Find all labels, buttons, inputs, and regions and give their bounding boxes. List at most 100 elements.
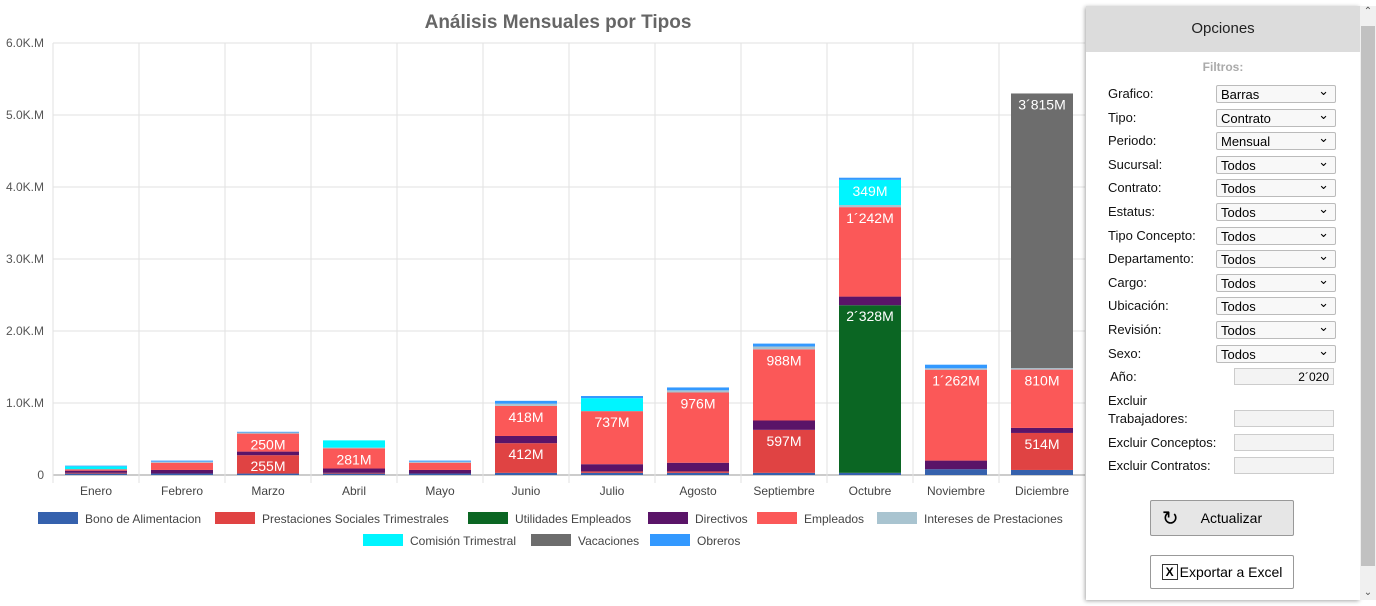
bar-segment xyxy=(581,398,643,412)
x-tick-label: Abril xyxy=(342,484,366,498)
filter-select[interactable]: Mensual xyxy=(1216,129,1336,151)
filter-label: Grafico: xyxy=(1108,86,1154,101)
x-tick-label: Junio xyxy=(512,484,541,498)
bar-segment xyxy=(753,346,815,350)
scroll-up-icon[interactable]: ⌃ xyxy=(1363,6,1373,17)
bar-segment xyxy=(667,392,729,463)
bar-segment xyxy=(495,403,557,406)
bar-segment xyxy=(495,405,557,436)
bar-segment xyxy=(65,470,127,473)
filter-label: Revisión: xyxy=(1108,322,1162,337)
bar-segment xyxy=(667,471,729,473)
bar-segment xyxy=(237,432,299,434)
bar-segment xyxy=(323,468,385,473)
y-tick-label: 2.0K.M xyxy=(6,324,44,338)
legend-swatch xyxy=(38,512,78,524)
filter-select[interactable]: Todos xyxy=(1216,247,1336,269)
y-tick-label: 1.0K.M xyxy=(6,396,44,410)
bar-segment xyxy=(237,473,299,475)
data-label: 2´328M xyxy=(846,308,893,324)
bar-segment xyxy=(151,473,213,475)
bar-segment xyxy=(237,431,299,433)
bar-segment xyxy=(753,420,815,430)
options-panel: Opciones Filtros: Grafico: Barras Tipo: Con… xyxy=(1086,6,1360,600)
bar-segment xyxy=(65,469,127,471)
bar-segment xyxy=(1011,369,1073,428)
exclude-workers-label-2: Trabajadores: xyxy=(1108,411,1188,426)
filter-select[interactable]: Todos xyxy=(1216,153,1336,174)
x-tick-label: Septiembre xyxy=(753,484,815,498)
bar-segment xyxy=(409,462,471,470)
data-label: 1´262M xyxy=(932,373,979,389)
bar-segment xyxy=(1011,427,1073,433)
legend-label: Comisión Trimestral xyxy=(410,534,516,548)
bar-segment xyxy=(323,448,385,469)
excel-icon: X xyxy=(1161,564,1178,580)
year-input[interactable]: 2´020 xyxy=(1234,368,1334,385)
filter-label: Estatus: xyxy=(1108,204,1155,219)
legend-label: Obreros xyxy=(697,534,740,548)
filter-select[interactable]: Contrato xyxy=(1216,106,1336,127)
bar-segment xyxy=(925,364,987,369)
exclude-contracts-label: Excluir Contratos: xyxy=(1108,458,1211,473)
y-tick-label: 6.0K.M xyxy=(6,36,44,50)
filter-select[interactable]: Todos xyxy=(1216,200,1336,221)
data-label: 976M xyxy=(680,395,715,411)
bar-segment xyxy=(151,462,213,470)
year-label: Año: xyxy=(1110,369,1137,384)
filter-label: Contrato: xyxy=(1108,180,1162,196)
scrollbar-thumb[interactable] xyxy=(1361,26,1375,566)
bar-segment xyxy=(409,461,471,463)
data-label: 3´815M xyxy=(1018,96,1065,112)
filter-select[interactable]: Todos xyxy=(1216,318,1336,339)
panel-title: Opciones xyxy=(1086,6,1360,52)
scroll-down-icon[interactable]: ⌄ xyxy=(1363,587,1373,598)
x-tick-label: Julio xyxy=(600,484,625,498)
bar-segment xyxy=(65,473,127,475)
x-tick-label: Octubre xyxy=(849,484,892,498)
filter-select[interactable]: Todos xyxy=(1216,342,1336,363)
bar-segment xyxy=(151,460,213,462)
exclude-contracts-input[interactable] xyxy=(1234,457,1334,474)
bar-segment xyxy=(581,396,643,399)
bar-segment xyxy=(839,472,901,475)
bar-segment xyxy=(581,472,643,475)
bar-segment xyxy=(581,411,643,465)
filter-label: Departamento: xyxy=(1108,251,1194,267)
filter-label: Ubicación: xyxy=(1108,298,1169,314)
scrollbar[interactable]: ⌃ ⌄ xyxy=(1360,6,1376,600)
update-button[interactable]: ↻ Actualizar xyxy=(1150,500,1294,536)
bar-segment xyxy=(151,469,213,474)
data-label: 514M xyxy=(1024,436,1059,452)
export-excel-button[interactable]: X Exportar a Excel xyxy=(1150,555,1294,589)
filter-select[interactable]: Todos xyxy=(1216,176,1336,198)
bar-segment xyxy=(925,369,987,461)
filter-select[interactable]: Barras xyxy=(1216,82,1336,103)
bar-segment xyxy=(925,460,987,470)
filter-label: Tipo: xyxy=(1108,109,1137,125)
bar-segment xyxy=(495,435,557,444)
bar-segment xyxy=(1011,432,1073,470)
x-tick-label: Diciembre xyxy=(1015,484,1069,498)
bar-segment xyxy=(753,343,815,347)
bar-segment xyxy=(237,451,299,456)
bar-segment xyxy=(323,447,385,449)
data-label: 412M xyxy=(508,446,543,462)
update-label: Actualizar xyxy=(1200,510,1263,526)
filter-select[interactable]: Todos xyxy=(1216,294,1336,316)
bar-segment xyxy=(65,465,127,467)
stacked-bar-chart: Análisis Mensuales por Tipos 0 1.0K.M 2.0K.… xyxy=(6,12,1085,548)
export-label: Exportar a Excel xyxy=(1179,564,1283,580)
legend-swatch xyxy=(531,534,571,546)
filter-select[interactable]: Todos xyxy=(1216,271,1336,292)
bar-segment xyxy=(581,471,643,473)
exclude-workers-input[interactable] xyxy=(1234,410,1334,427)
bar-segment xyxy=(667,390,729,393)
chart-title: Análisis Mensuales por Tipos xyxy=(425,12,692,33)
legend-swatch xyxy=(877,512,917,524)
exclude-concepts-input[interactable] xyxy=(1234,434,1334,451)
legend-label: Vacaciones xyxy=(578,534,639,548)
filter-select[interactable]: Todos xyxy=(1216,224,1336,245)
data-label: 418M xyxy=(508,409,543,425)
filter-label: Cargo: xyxy=(1108,274,1148,290)
